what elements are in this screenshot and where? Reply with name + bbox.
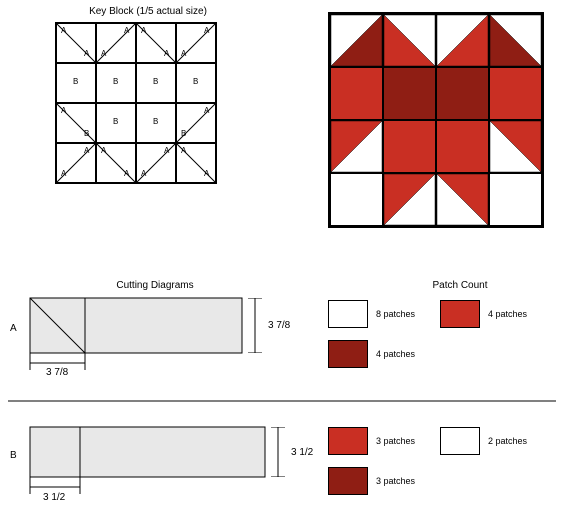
heart-cell xyxy=(383,14,436,67)
key-cell: B xyxy=(136,103,176,143)
heart-cell xyxy=(383,67,436,120)
patch-label: 4 patches xyxy=(376,349,415,359)
heart-cell xyxy=(330,173,383,226)
cutting-block-a xyxy=(30,298,242,353)
row-a-label: A xyxy=(10,323,17,334)
patch-swatch xyxy=(440,300,480,328)
key-cell: AA xyxy=(96,143,136,183)
patch-label: 2 patches xyxy=(488,436,527,446)
heart-cell xyxy=(436,120,489,173)
heart-cell xyxy=(436,67,489,120)
heart-cell xyxy=(330,120,383,173)
key-cell: AA xyxy=(136,143,176,183)
key-cell: AA xyxy=(56,23,96,63)
patch-label: 4 patches xyxy=(488,309,527,319)
patch-swatch xyxy=(328,340,368,368)
key-cell: B xyxy=(96,63,136,103)
patch-label: 8 patches xyxy=(376,309,415,319)
patch-label: 3 patches xyxy=(376,476,415,486)
heart-cell xyxy=(436,14,489,67)
patch-swatch xyxy=(328,427,368,455)
heart-cell xyxy=(330,67,383,120)
key-block-title: Key Block (1/5 actual size) xyxy=(88,6,208,17)
heart-cell xyxy=(330,14,383,67)
dim-b-w-text: 3 1/2 xyxy=(43,492,65,503)
dim-b-h-text: 3 1/2 xyxy=(291,447,313,458)
heart-cell xyxy=(489,14,542,67)
key-cell: AB xyxy=(176,103,216,143)
separator-a xyxy=(8,400,556,402)
key-cell: AA xyxy=(136,23,176,63)
cutting-title: Cutting Diagrams xyxy=(95,280,215,291)
heart-cell xyxy=(383,173,436,226)
key-cell: B xyxy=(176,63,216,103)
key-cell: B xyxy=(136,63,176,103)
key-cell: AB xyxy=(56,103,96,143)
key-cell: B xyxy=(96,103,136,143)
patch-swatch xyxy=(328,300,368,328)
patch-count-title: Patch Count xyxy=(420,280,500,291)
key-cell: AA xyxy=(176,143,216,183)
heart-cell xyxy=(489,67,542,120)
row-b-label: B xyxy=(10,450,17,461)
key-cell: B xyxy=(56,63,96,103)
heart-cell xyxy=(383,120,436,173)
key-cell: AA xyxy=(176,23,216,63)
key-block-diagram: AAAAAAAABBBBABBBABAAAAAAAA xyxy=(55,22,217,184)
dim-a-w-text: 3 7/8 xyxy=(46,367,68,378)
key-cell: AA xyxy=(56,143,96,183)
patch-label: 3 patches xyxy=(376,436,415,446)
cutting-block-b xyxy=(30,427,265,477)
dim-a-h-text: 3 7/8 xyxy=(268,320,290,331)
heart-block-diagram xyxy=(328,12,544,228)
patch-swatch xyxy=(328,467,368,495)
heart-cell xyxy=(489,120,542,173)
heart-cell xyxy=(436,173,489,226)
key-cell: AA xyxy=(96,23,136,63)
patch-swatch xyxy=(440,427,480,455)
heart-cell xyxy=(489,173,542,226)
